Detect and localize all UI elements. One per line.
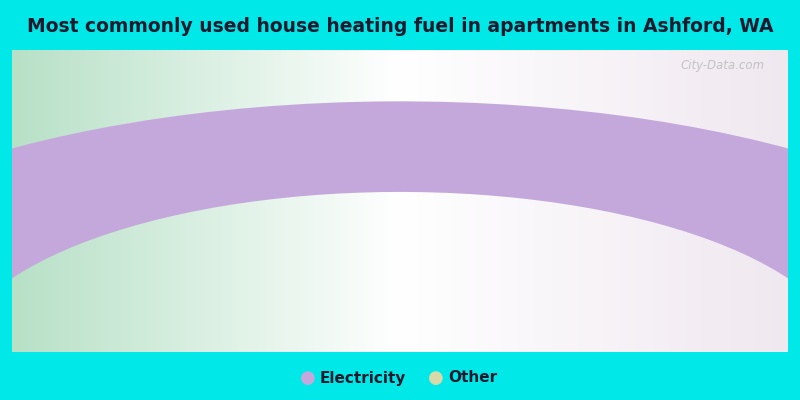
- Text: ●: ●: [300, 369, 316, 387]
- Text: City-Data.com: City-Data.com: [681, 59, 765, 72]
- Wedge shape: [0, 101, 800, 367]
- Text: Other: Other: [448, 370, 497, 386]
- Text: Most commonly used house heating fuel in apartments in Ashford, WA: Most commonly used house heating fuel in…: [26, 16, 774, 36]
- Text: ●: ●: [428, 369, 444, 387]
- Text: Electricity: Electricity: [320, 370, 406, 386]
